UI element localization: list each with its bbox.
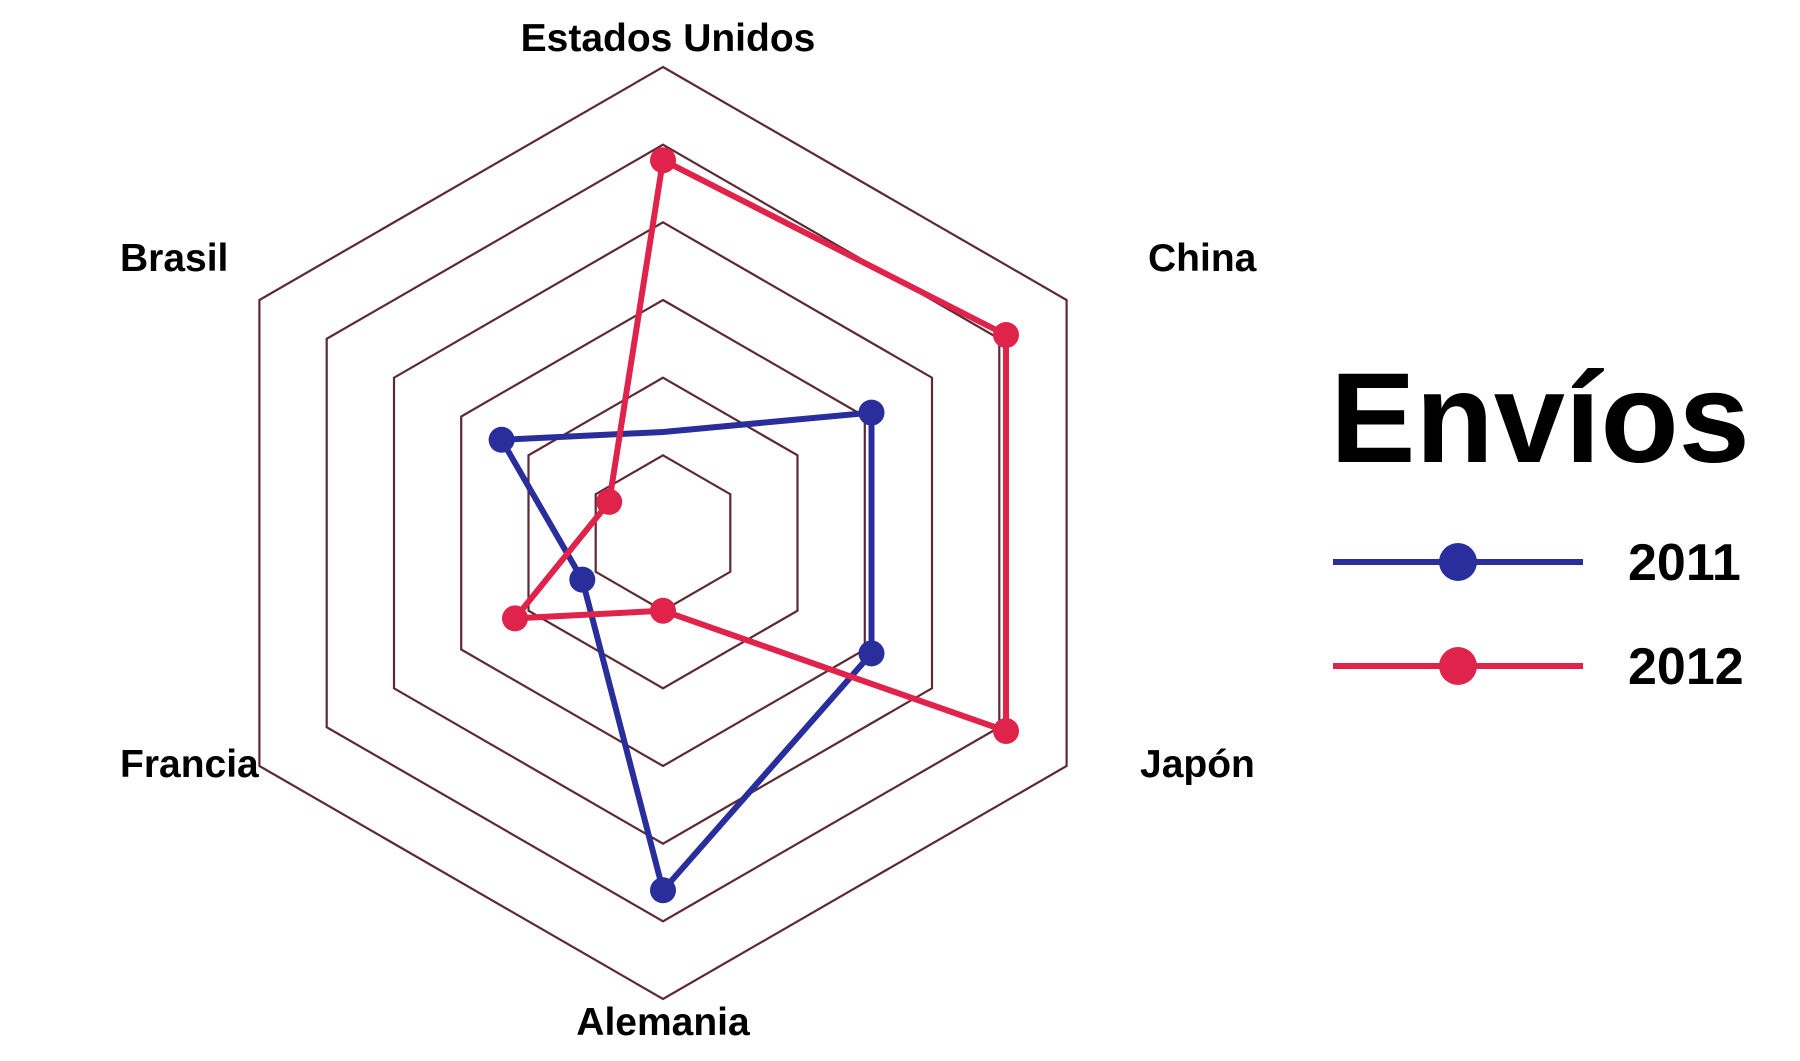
grid-ring-4 (392, 221, 934, 845)
axis-label-3: Alemania (576, 1001, 750, 1044)
data-point-2011-2 (858, 640, 885, 667)
legend-marker-2012 (1439, 647, 1477, 685)
radar-series (488, 147, 1019, 904)
data-point-2011-5 (488, 426, 515, 453)
legend-marker-2011 (1439, 543, 1477, 581)
axis-label-2: Japón (1140, 743, 1255, 786)
series-line-2011 (498, 409, 875, 894)
grid-ring-6 (258, 65, 1068, 1001)
axis-label-4: Francia (120, 743, 259, 786)
data-point-2011-4 (569, 566, 596, 593)
data-point-2011-3 (650, 877, 676, 904)
radar-grid (258, 65, 1068, 1001)
axis-label-5: Brasil (120, 237, 228, 280)
axis-label-1: China (1148, 237, 1257, 280)
data-point-2012-2 (993, 718, 1019, 744)
grid-ring-2 (527, 376, 799, 690)
legend-label-2012: 2012 (1628, 638, 1744, 696)
data-point-2012-4 (502, 605, 528, 632)
data-point-2012-1 (993, 322, 1019, 348)
grid-ring-5 (325, 143, 1001, 923)
data-point-2011-1 (858, 399, 885, 426)
legend-title: Envíos (1330, 347, 1750, 490)
data-point-2012-3 (650, 597, 676, 624)
data-point-2012-0 (650, 147, 676, 174)
axis-label-0: Estados Unidos (521, 17, 816, 60)
axis-labels: Estados Unidos China Japón Alemania Francia B… (120, 17, 1257, 1044)
data-point-2012-5 (596, 488, 623, 515)
grid-ring-3 (460, 298, 866, 768)
legend: Envíos 2011 2012 (1330, 347, 1750, 696)
legend-label-2011: 2011 (1628, 534, 1741, 592)
